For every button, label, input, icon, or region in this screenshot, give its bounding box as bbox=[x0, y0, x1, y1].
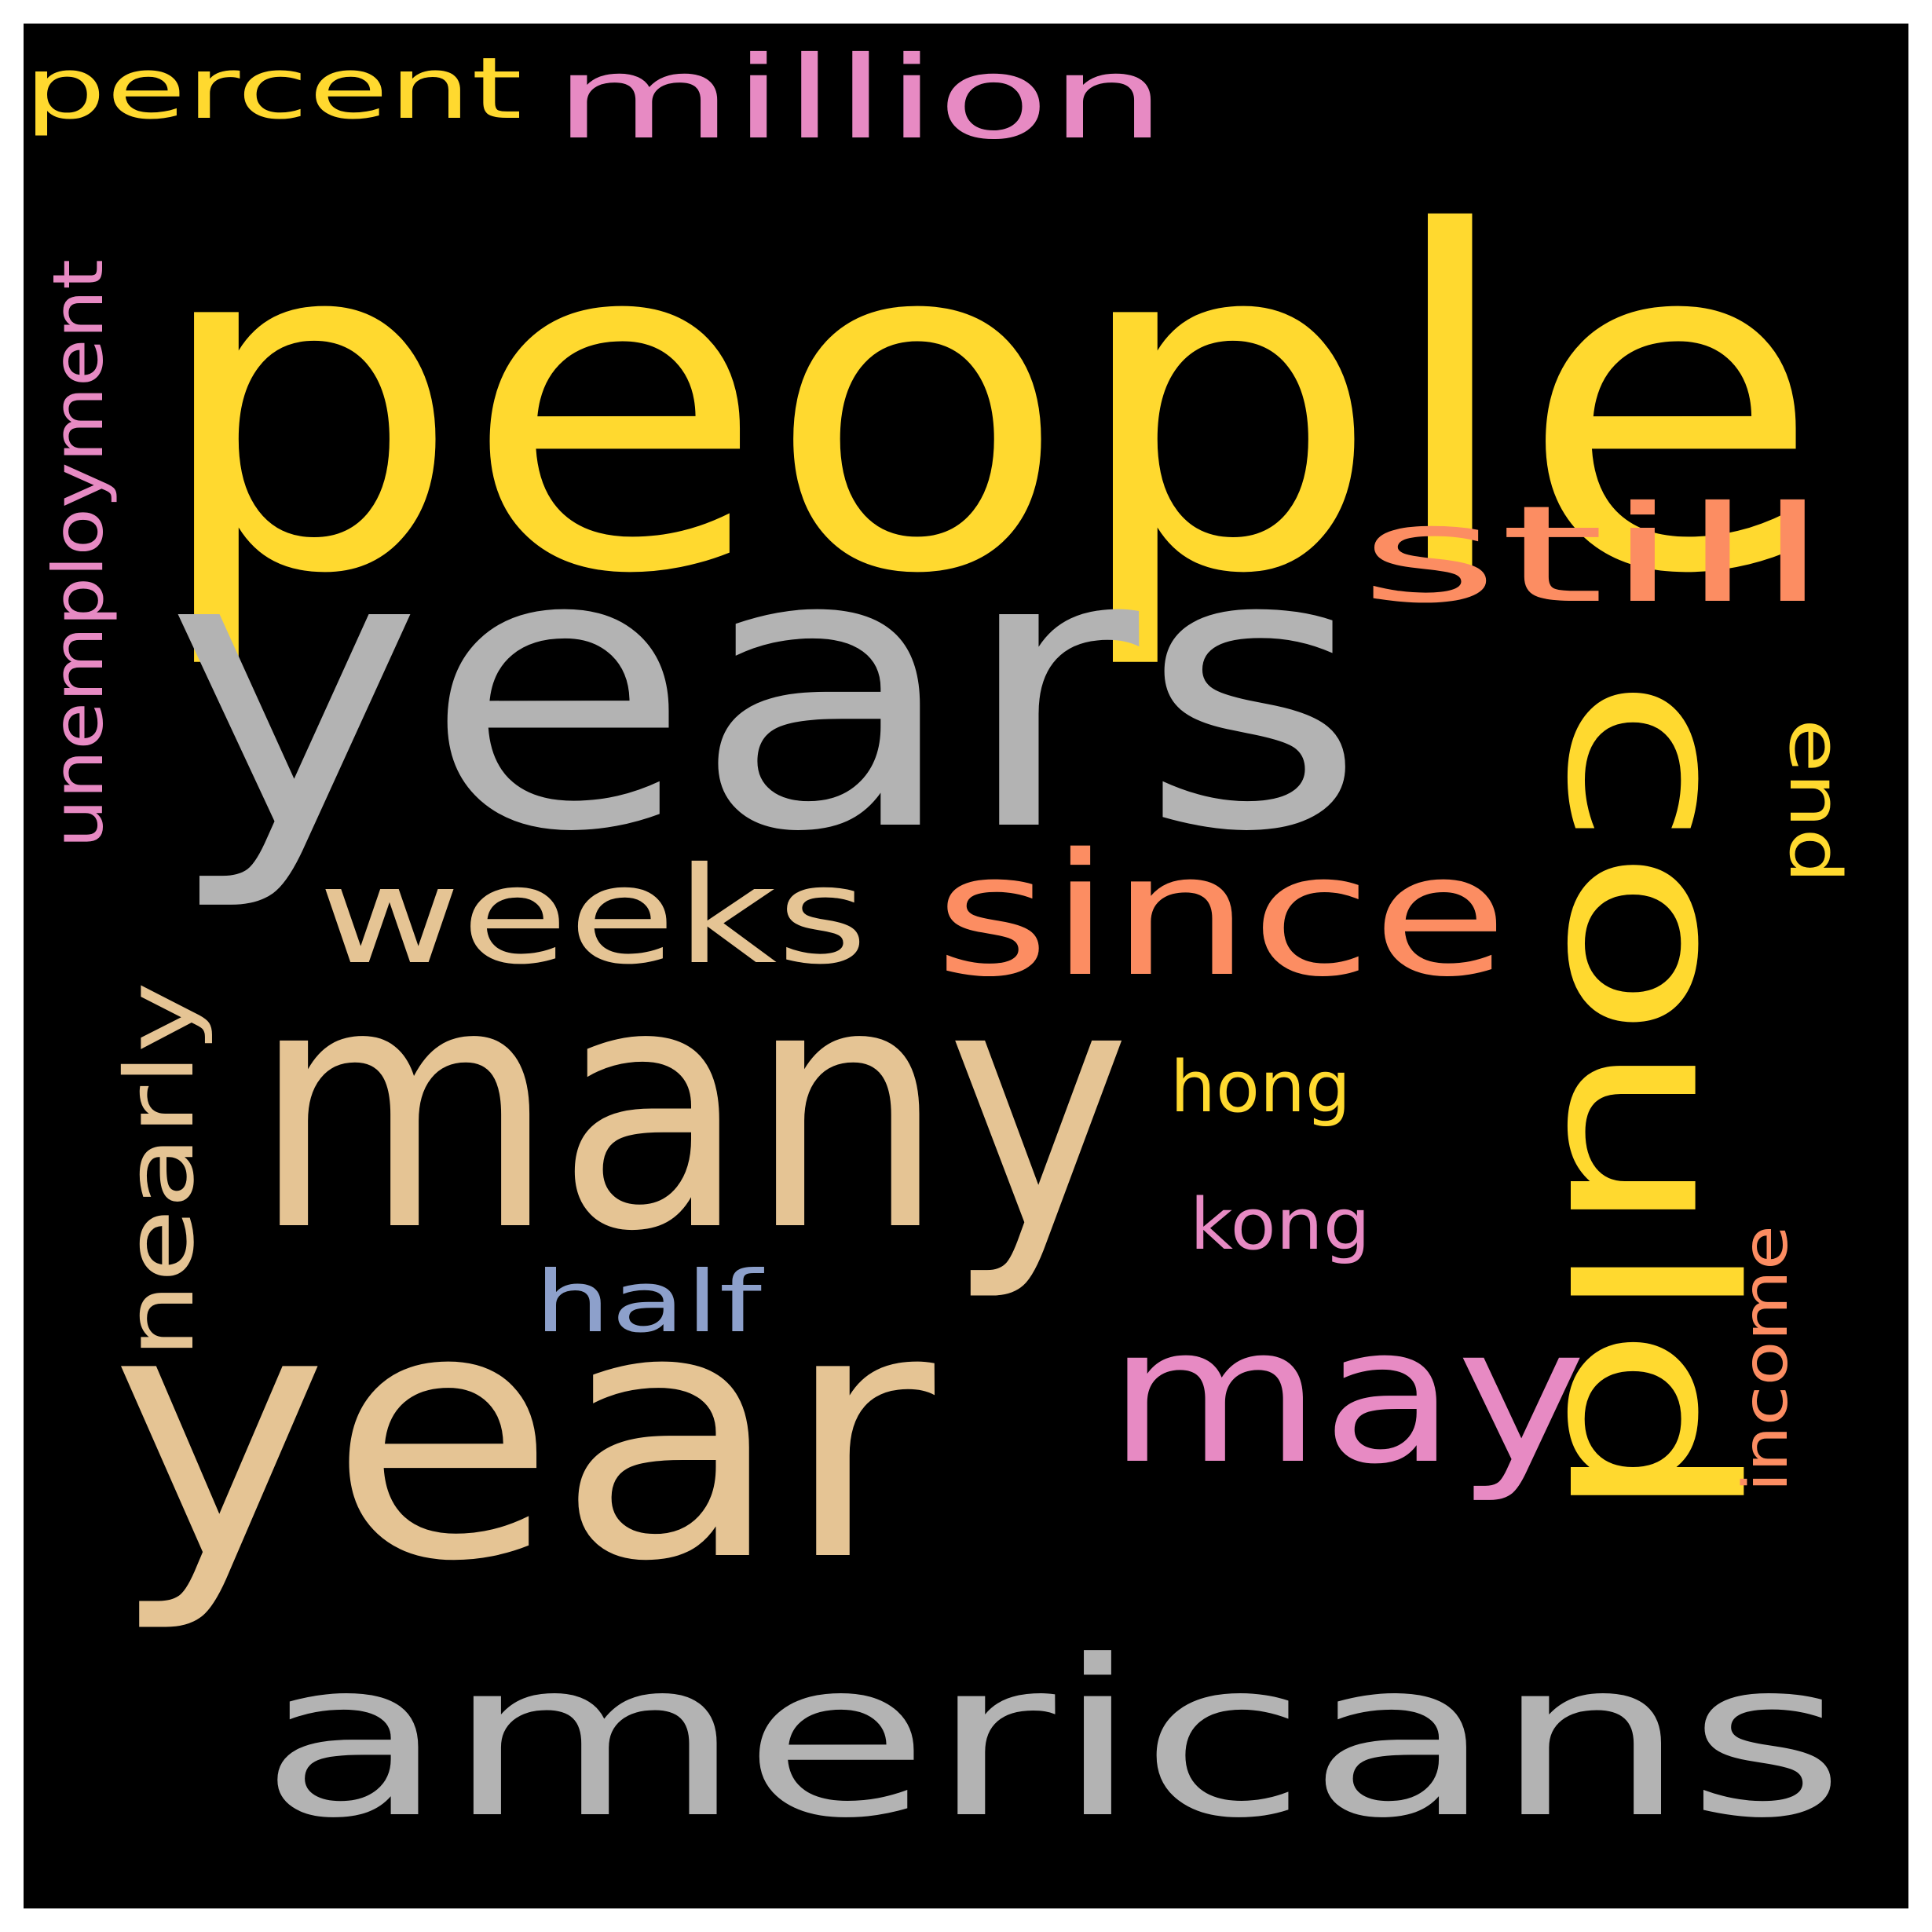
word-income: income bbox=[1731, 1225, 1802, 1492]
word-end: end bbox=[1773, 719, 1856, 884]
word-year: year bbox=[110, 1235, 939, 1637]
word-still: still bbox=[1359, 478, 1830, 633]
word-nearly: nearly bbox=[106, 982, 215, 1359]
word-many: many bbox=[251, 913, 1131, 1305]
word-percent: percent bbox=[24, 40, 522, 138]
word-cloud-canvas: people years many year americans could s… bbox=[24, 24, 1908, 1908]
word-unemployment: unemployment bbox=[38, 259, 119, 848]
word-people: people bbox=[149, 136, 1822, 675]
word-americans: americans bbox=[259, 1614, 1846, 1865]
word-may: may bbox=[1107, 1286, 1586, 1506]
word-years: years bbox=[165, 467, 1367, 916]
cloud-background bbox=[24, 24, 1908, 1908]
word-hong: hong bbox=[1170, 1046, 1351, 1129]
word-kong: kong bbox=[1190, 1184, 1370, 1266]
word-since: since bbox=[935, 817, 1508, 1014]
word-weeks: weeks bbox=[318, 839, 868, 994]
word-could: could bbox=[1517, 675, 1781, 1524]
word-million: million bbox=[554, 32, 1166, 165]
word-cloud: people years many year americans could s… bbox=[24, 24, 1908, 1908]
word-half: half bbox=[534, 1253, 765, 1352]
